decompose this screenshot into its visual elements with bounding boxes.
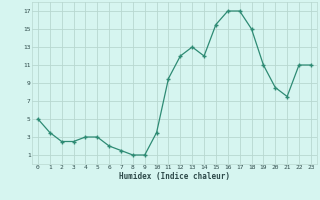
X-axis label: Humidex (Indice chaleur): Humidex (Indice chaleur): [119, 172, 230, 181]
